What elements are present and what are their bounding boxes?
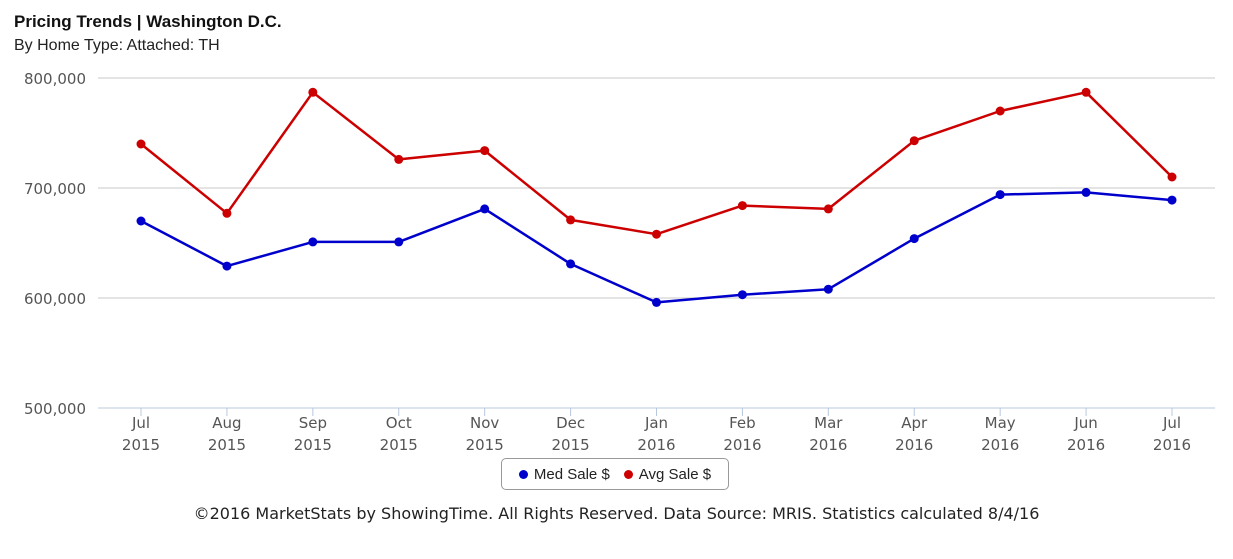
x-tick-label-month: Aug [212,414,241,432]
x-tick-label-month: Sep [299,414,327,432]
x-tick-label-month: Jun [1073,414,1097,432]
chart-subtitle: By Home Type: Attached: TH [14,37,220,54]
x-tick-label-month: May [985,414,1016,432]
x-tick-label-year: 2015 [466,436,504,454]
x-tick-label-year: 2016 [1153,436,1191,454]
data-point-med-sale[interactable] [136,216,146,226]
x-tick-label-month: Nov [470,414,499,432]
data-point-avg-sale[interactable] [909,136,919,146]
x-tick-label-year: 2015 [294,436,332,454]
line-chart: 500,000 600,000 700,000 800,000 Jul 2015 Aug 20… [24,70,1215,454]
data-point-med-sale[interactable] [566,259,576,269]
copyright-footer: ©2016 MarketStats by ShowingTime. All Ri… [193,504,1040,523]
legend-item-med-sale[interactable]: Med Sale $ [518,465,610,483]
x-tick-label-year: 2016 [981,436,1019,454]
x-tick-label-year: 2016 [895,436,933,454]
x-tick-label-month: Mar [814,414,843,432]
data-point-med-sale[interactable] [823,284,833,294]
legend-item-avg-sale[interactable]: Avg Sale $ [623,465,712,483]
data-point-med-sale[interactable] [480,204,490,214]
x-tick-label-month: Jul [1162,414,1181,432]
series-line-med-sale [140,191,1173,304]
x-tick-label-month: Dec [556,414,585,432]
x-tick-label-year: 2015 [380,436,418,454]
chart-legend: Med Sale $ Avg Sale $ [501,458,729,490]
data-point-avg-sale[interactable] [222,208,232,218]
data-point-avg-sale[interactable] [823,204,833,214]
x-tick-label-month: Feb [729,414,756,432]
x-tick-label-month: Oct [386,414,412,432]
y-tick-label: 600,000 [24,290,86,308]
data-point-avg-sale[interactable] [1167,172,1177,182]
x-tick-label-year: 2015 [551,436,589,454]
data-point-avg-sale[interactable] [1081,87,1091,97]
data-point-avg-sale[interactable] [737,201,747,211]
data-point-med-sale[interactable] [308,237,318,247]
x-tick-label-year: 2016 [723,436,761,454]
x-tick-label-year: 2015 [122,436,160,454]
data-point-med-sale[interactable] [737,290,747,300]
series-line-avg-sale [140,91,1173,236]
data-point-avg-sale[interactable] [308,87,318,97]
data-point-avg-sale[interactable] [394,154,404,164]
data-point-med-sale[interactable] [1167,195,1177,205]
data-point-med-sale[interactable] [1081,187,1091,197]
data-point-med-sale[interactable] [222,261,232,271]
data-point-med-sale[interactable] [909,234,919,244]
x-tick-label-year: 2016 [1067,436,1105,454]
legend-dot-med-sale [518,469,528,479]
x-tick-label-month: Apr [901,414,928,432]
legend-label-avg-sale: Avg Sale $ [638,465,712,483]
x-tick-label-year: 2015 [208,436,246,454]
data-point-avg-sale[interactable] [566,215,576,225]
y-tick-label: 500,000 [24,400,86,418]
chart-title: Pricing Trends | Washington D.C. [14,12,282,31]
y-tick-label: 700,000 [24,180,86,198]
data-point-avg-sale[interactable] [480,146,490,156]
data-point-avg-sale[interactable] [652,229,661,239]
data-point-avg-sale[interactable] [995,106,1005,116]
legend-label-med-sale: Med Sale $ [533,465,610,483]
y-tick-label: 800,000 [24,70,86,88]
x-tick-label-year: 2016 [637,436,675,454]
data-point-med-sale[interactable] [995,190,1005,200]
data-point-avg-sale[interactable] [136,139,146,149]
data-point-med-sale[interactable] [394,237,404,247]
data-point-med-sale[interactable] [652,297,661,307]
x-tick-label-month: Jan [644,414,668,432]
x-tick-label-month: Jul [131,414,150,432]
x-tick-label-year: 2016 [809,436,847,454]
legend-dot-avg-sale [623,469,633,479]
